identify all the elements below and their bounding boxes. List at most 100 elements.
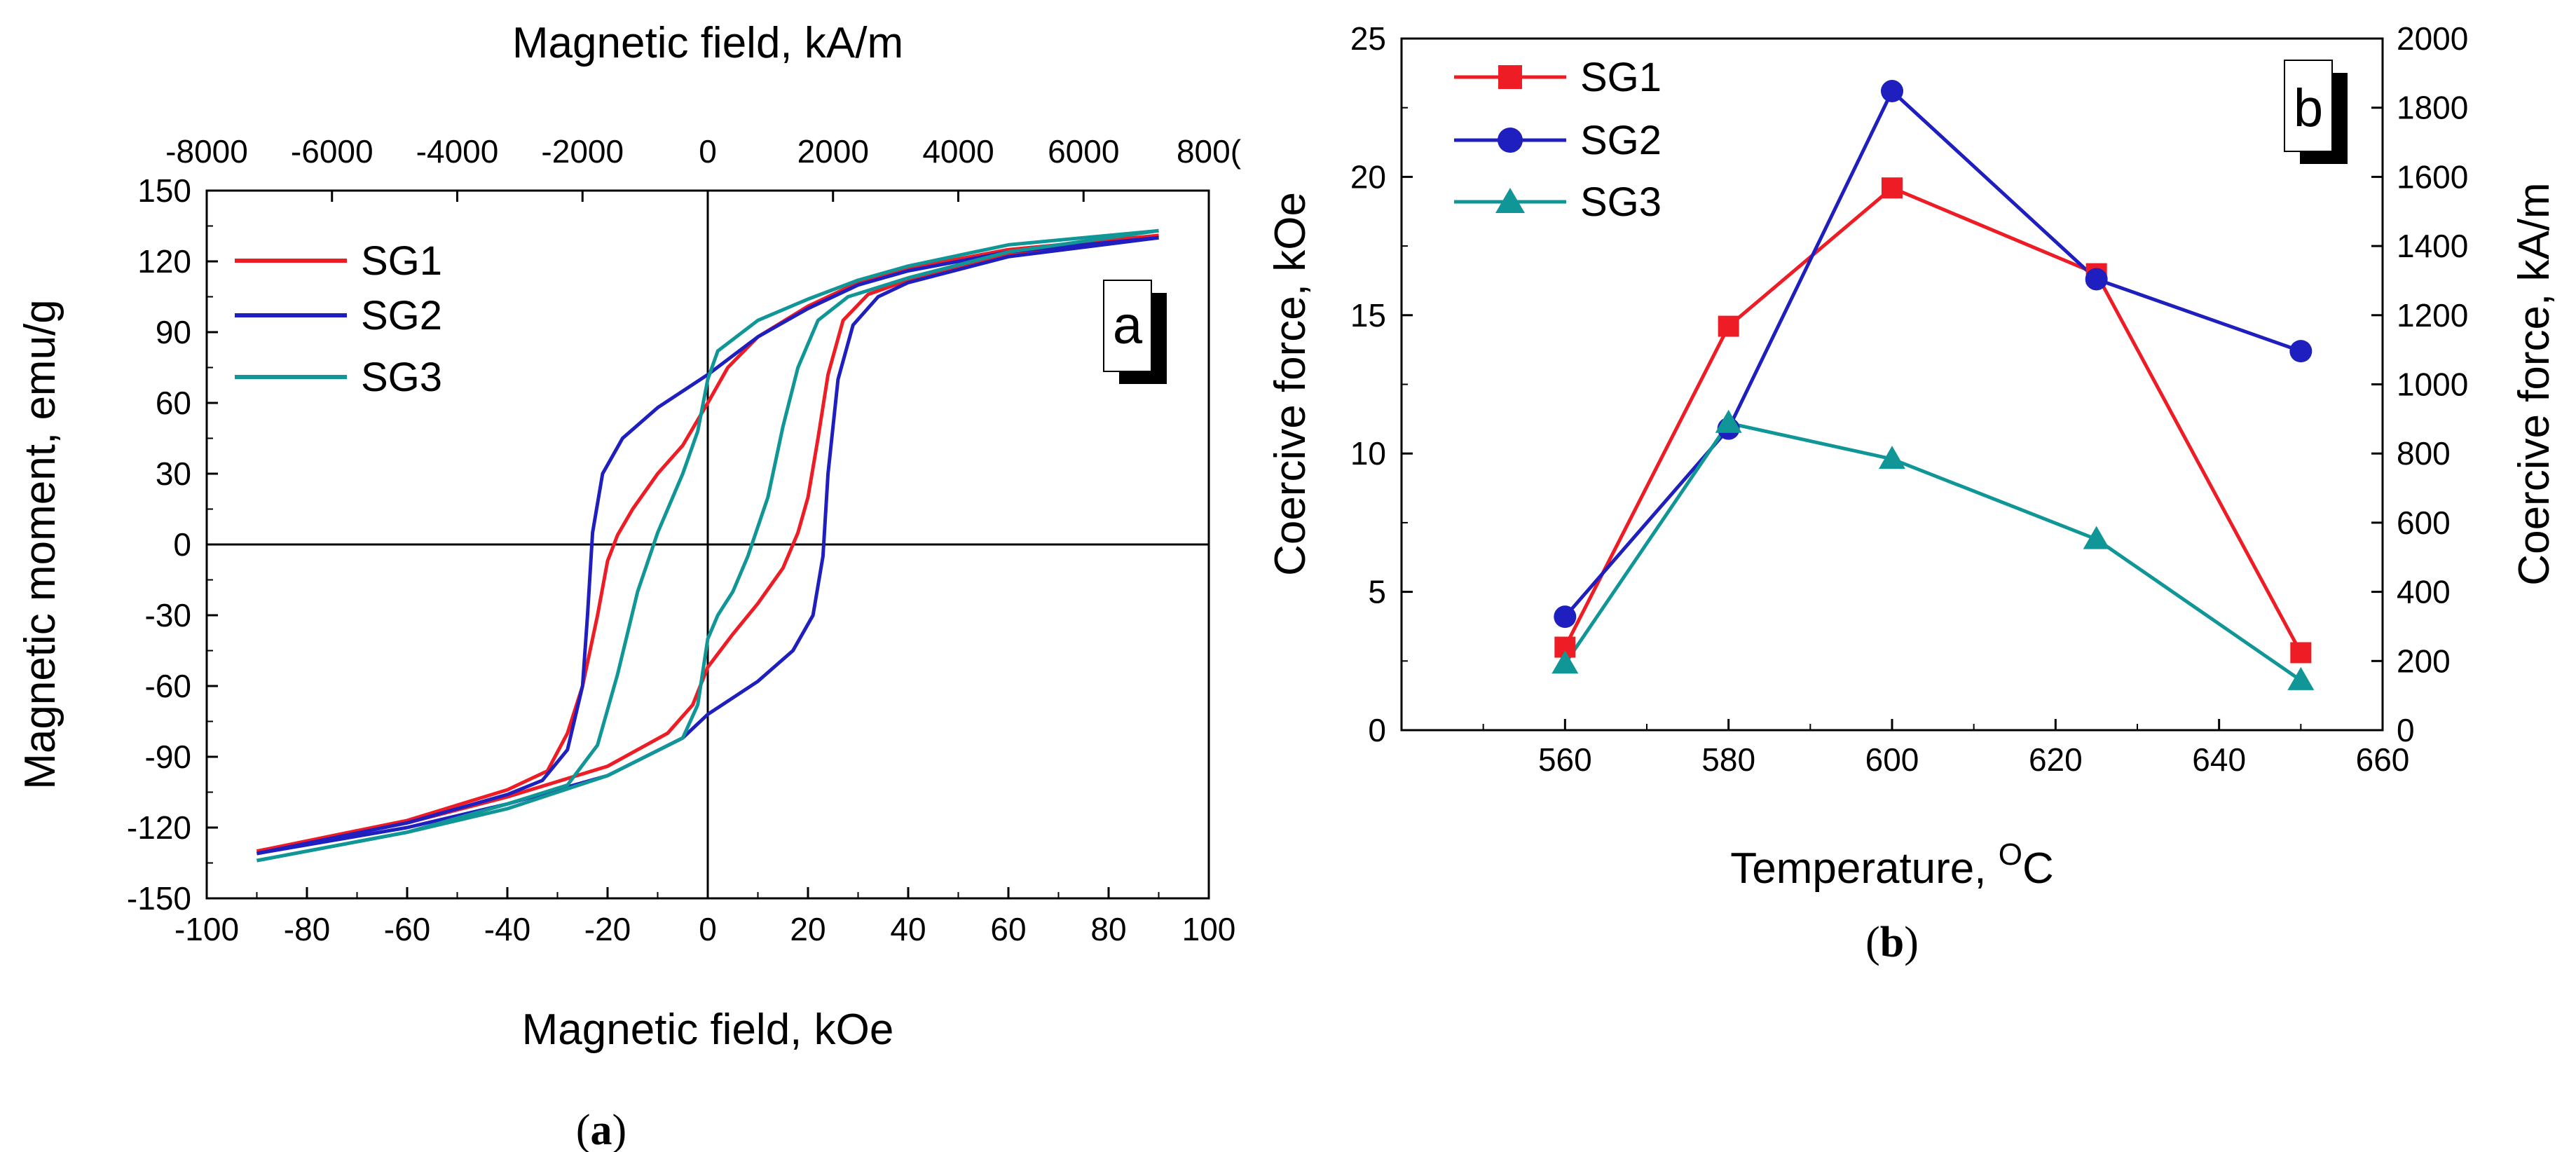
panel-a-top-tick-label: -8000 <box>165 133 248 170</box>
panel-b-x-tick-label: 640 <box>2192 741 2246 778</box>
panel-b-y-tick-label: 5 <box>1368 574 1386 610</box>
panel-b-x-tick-label: 600 <box>1865 741 1919 778</box>
series-sg2-point <box>1881 80 1903 103</box>
panel-b-right-tick-label: 1200 <box>2397 297 2468 334</box>
legend-a-sg3-label: SG3 <box>361 355 442 400</box>
series-sg2-point <box>2289 340 2313 363</box>
panel-b-y-axis-label: Coercive force, kOe <box>1266 192 1315 576</box>
panel-b-frame <box>1400 37 2384 732</box>
series-sg3-point <box>1715 409 1742 433</box>
panel-a-y-tick-label: -60 <box>145 668 191 704</box>
panel-b-right-tick-label: 800 <box>2397 435 2451 472</box>
panel-a-y-tick-label: -120 <box>127 809 191 846</box>
series-sg2-point <box>2085 268 2108 291</box>
panel-a-y-tick-label: -30 <box>145 597 191 633</box>
legend-a-sg1-label: SG1 <box>361 238 442 284</box>
panel-a-top-tick-label: 4000 <box>922 133 994 170</box>
panel-a-caption: (a) <box>576 1106 626 1152</box>
panel-a-top-tick-label: 0 <box>699 133 717 170</box>
panel-b-x-tick-label: 660 <box>2356 741 2410 778</box>
panel-b: 560 580 600 620 640 6600510152025020040060080… <box>1266 20 2558 966</box>
series-sg3-line <box>1563 420 2302 682</box>
panel-b-right-axis-label: Coercive force, kA/m <box>2510 182 2558 585</box>
panel-a-top-tick-label: 6000 <box>1048 133 1119 170</box>
panel-a-zero-lines <box>207 191 1209 898</box>
panel-b-x-tick-label: 620 <box>2029 741 2083 778</box>
panel-a-y-axis-label: Magnetic moment, emu/g <box>16 299 64 790</box>
panel-a-top-axis-label: Magnetic field, kA/m <box>512 19 903 67</box>
panel-a-legend: SG1 SG2 SG3 <box>235 238 442 400</box>
legend-b-sg2-label: SG2 <box>1580 118 1662 163</box>
series-sg3-point <box>1551 650 1579 674</box>
series-sg1-line <box>1563 186 2303 654</box>
panel-b-right-tick-label: 1400 <box>2397 228 2468 264</box>
series-sg1-ascending-branch <box>256 233 1159 853</box>
panel-a-x-tick-label: 20 <box>790 911 825 947</box>
panel-a-x-tick-label: -40 <box>484 911 530 947</box>
series-sg3-ascending-branch <box>256 228 1159 863</box>
panel-a-top-tick-label: 800( <box>1177 133 1242 170</box>
panel-a-x-tick-label: 40 <box>890 911 926 947</box>
panel-b-right-tick-label: 2000 <box>2397 20 2468 57</box>
series-sg1-point <box>1718 315 1739 337</box>
panel-b-right-tick-label: 200 <box>2397 643 2451 679</box>
panel-a-x-tick-label: 80 <box>1090 911 1126 947</box>
series-sg1-point <box>2290 642 2312 664</box>
panel-a-y-tick-label: -150 <box>127 880 191 917</box>
legend-b-sg3-marker <box>1495 188 1525 213</box>
panel-a-label: a <box>1113 296 1143 355</box>
panel-a-x-tick-label: 100 <box>1182 911 1236 947</box>
series-sg1-point <box>1882 177 1903 199</box>
panel-b-right-tick-label: 1800 <box>2397 90 2468 126</box>
panel-b-label-box: b <box>2284 60 2348 164</box>
legend-b-sg3-label: SG3 <box>1580 179 1662 225</box>
panel-a-x-tick-label: 60 <box>990 911 1026 947</box>
series-sg1-descending-branch <box>256 233 1159 853</box>
panel-b-x-tick-label: 560 <box>1538 741 1592 778</box>
legend-a-sg2-label: SG2 <box>361 293 442 338</box>
legend-b-sg1-marker <box>1498 65 1522 89</box>
panel-a-top-tick-label: -6000 <box>291 133 374 170</box>
panel-a-y-tick-label: 120 <box>137 243 191 280</box>
panel-a-x-tick-label: -100 <box>174 911 239 947</box>
series-sg3-point <box>2287 666 2315 690</box>
panel-b-label: b <box>2294 78 2323 138</box>
panel-b-label-frame <box>2284 60 2333 152</box>
panel-b-legend: SG1 SG2 SG3 <box>1454 55 1662 225</box>
panel-a-x-tick-label: -80 <box>284 911 330 947</box>
series-sg2-line <box>1563 88 2302 618</box>
series-sg3-point <box>1879 446 1905 469</box>
panel-b-series <box>1551 80 2315 690</box>
panel-a-label-box: a <box>1103 280 1167 384</box>
panel-b-y-tick-label: 0 <box>1368 712 1386 748</box>
panel-a-top-tick-label: -4000 <box>416 133 499 170</box>
panel-b-x-axis-label: Temperature, OC <box>1730 837 2054 893</box>
panel-a-x-tick-label: -60 <box>384 911 430 947</box>
legend-b-sg2-marker <box>1498 128 1523 153</box>
panel-a-x-tick-label: -20 <box>584 911 631 947</box>
panel-b-y-tick-label: 15 <box>1350 297 1386 334</box>
panel-b-y-tick-label: 10 <box>1350 435 1386 472</box>
panel-a-y-tick-label: 150 <box>137 172 191 209</box>
panel-a-series <box>256 228 1159 863</box>
panel-b-caption: (b) <box>1865 919 1919 966</box>
series-sg2-descending-branch <box>256 235 1159 856</box>
panel-a-top-tick-label: 2000 <box>797 133 869 170</box>
panel-b-right-tick-label: 600 <box>2397 505 2451 541</box>
panel-a: -100 -80 -60 -40 -20 0 20 40 60 80 100 -150 -120 -90 -… <box>16 19 1242 1152</box>
series-sg3-descending-branch <box>256 228 1159 863</box>
series-sg2-point <box>1554 605 1577 629</box>
panel-b-right-tick-label: 0 <box>2397 712 2415 748</box>
panel-a-y-tick-label: 30 <box>156 455 191 492</box>
panel-a-x-tick-label: 0 <box>699 911 717 947</box>
panel-b-right-tick-label: 1000 <box>2397 366 2468 403</box>
panel-b-ticks: 560 580 600 620 640 6600510152025020040060080… <box>1350 20 2469 778</box>
panel-b-y-tick-label: 20 <box>1350 158 1386 195</box>
panel-b-right-tick-label: 400 <box>2397 574 2451 610</box>
panel-a-top-tick-label: -2000 <box>541 133 624 170</box>
panel-a-ticks: -100 -80 -60 -40 -20 0 20 40 60 80 100 -150 -120 -90 -… <box>127 133 1242 947</box>
panel-b-right-tick-label: 1600 <box>2397 158 2468 195</box>
panel-a-y-tick-label: 0 <box>173 526 191 563</box>
panel-a-y-tick-label: 60 <box>156 385 191 421</box>
